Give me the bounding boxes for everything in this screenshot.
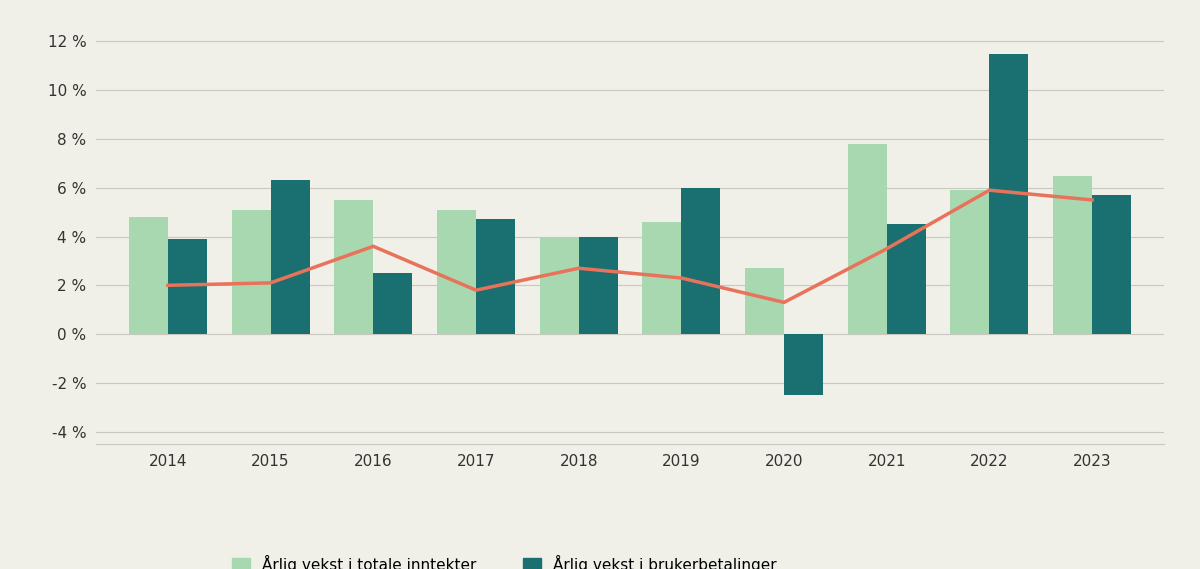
Bar — [1092, 195, 1132, 334]
Bar — [232, 210, 270, 334]
Bar — [373, 273, 413, 334]
Bar — [642, 222, 682, 334]
Bar — [990, 53, 1028, 334]
Bar — [437, 210, 476, 334]
Bar — [540, 237, 578, 334]
Bar — [335, 200, 373, 334]
Bar — [950, 190, 990, 334]
Bar — [682, 188, 720, 334]
Bar — [578, 237, 618, 334]
Bar — [270, 180, 310, 334]
Bar — [887, 224, 925, 334]
Bar — [168, 239, 206, 334]
Bar — [1054, 176, 1092, 334]
Legend: Årlig vekst i totale inntekter, Årlig vekst i KPI, Årlig vekst i brukerbetalinge: Årlig vekst i totale inntekter, Årlig ve… — [232, 555, 776, 569]
Bar — [847, 144, 887, 334]
Bar — [784, 334, 823, 395]
Bar — [128, 217, 168, 334]
Bar — [476, 220, 515, 334]
Bar — [745, 268, 784, 334]
